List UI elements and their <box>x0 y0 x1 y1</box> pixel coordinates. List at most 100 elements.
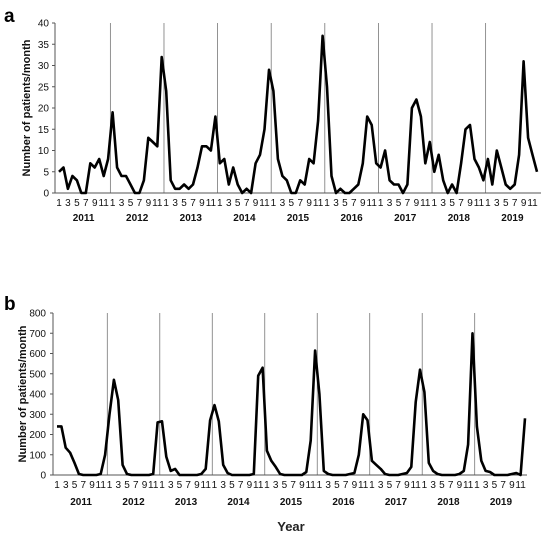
panel-a-x-tick-label: 9 <box>360 198 366 209</box>
panel-a-x-ticks: 1 3 5 7 9 11 1 3 5 7 9 11 1 3 5 7 9 11 1 3 5 7 9 11 1 3 5 7 9 11 1 3 5 7 9… <box>56 198 538 209</box>
panel-a-x-tick-label: 9 <box>306 198 312 209</box>
panel-b-y-tick-label: 400 <box>29 390 46 401</box>
panel-a-x-tick-label: 11 <box>259 198 270 209</box>
panel-b-x-tick-label: 1 <box>54 480 60 491</box>
panel-a-x-tick-label: 1 <box>163 198 169 209</box>
panel-a-y-tick-label: 10 <box>38 146 50 157</box>
panel-a-y-ticks: 0 5 10 15 20 25 30 35 40 <box>38 19 55 200</box>
panel-a-x-tick-label: 1 <box>485 198 491 209</box>
panel-a-x-tick-label: 11 <box>313 198 324 209</box>
panel-a-x-tick-label: 5 <box>449 198 455 209</box>
panel-b-x-tick-label: 3 <box>273 480 279 491</box>
panel-b-x-tick-label: 9 <box>457 480 463 491</box>
panel-a-x-tick-label: 9 <box>414 198 420 209</box>
panel-a-series-line <box>58 34 539 195</box>
panel-b-x-tick-label: 1 <box>264 480 270 491</box>
panel-b-year-label: 2019 <box>490 497 513 508</box>
panel-b-x-tick-label: 3 <box>63 480 69 491</box>
panel-a-y-tick-label: 40 <box>38 19 50 30</box>
panel-a-x-tick-label: 1 <box>110 198 116 209</box>
panel-b-x-tick-label: 7 <box>290 480 296 491</box>
panel-a-x-tick-label: 7 <box>137 198 143 209</box>
panel-a-x-tick-label: 11 <box>420 198 431 209</box>
panel-a-x-tick-label: 11 <box>527 198 538 209</box>
panel-b-y-tick-label: 800 <box>29 309 46 320</box>
panel-b-x-tick-label: 3 <box>168 480 174 491</box>
panel-a-x-tick-label: 5 <box>74 198 80 209</box>
panel-a-x-tick-label: 1 <box>56 198 62 209</box>
panel-b-y-tick-label: 500 <box>29 369 46 380</box>
panel-b-y-tick-label: 200 <box>29 430 46 441</box>
panel-b-x-tick-label: 5 <box>282 480 288 491</box>
panel-a-y-tick-label: 15 <box>38 125 50 136</box>
panel-a-y-tick-label: 5 <box>43 167 49 178</box>
panel-a-x-tick-label: 3 <box>172 198 178 209</box>
panel-b-x-tick-label: 5 <box>72 480 78 491</box>
panel-b-x-tick-label: 9 <box>509 480 515 491</box>
panel-a-x-tick-label: 1 <box>324 198 330 209</box>
panel-a-x-tick-label: 9 <box>199 198 205 209</box>
panel-b-year-label: 2017 <box>385 497 408 508</box>
panel-b-year-label: 2013 <box>175 497 198 508</box>
panel-a-x-tick-label: 9 <box>146 198 152 209</box>
panel-b-x-tick-label: 3 <box>378 480 384 491</box>
panel-a-x-tick-label: 11 <box>474 198 485 209</box>
panel-a-x-tick-label: 5 <box>128 198 134 209</box>
panel-a-x-tick-label: 9 <box>253 198 259 209</box>
panel-a-year-label: 2015 <box>287 213 310 224</box>
panel-a-x-tick-label: 3 <box>119 198 125 209</box>
panel-b-x-tick-label: 5 <box>229 480 235 491</box>
panel-a-x-tick-label: 5 <box>235 198 241 209</box>
panel-b-x-tick-label: 5 <box>492 480 498 491</box>
panel-a-x-tick-label: 7 <box>244 198 250 209</box>
panel-a-year-label: 2017 <box>394 213 417 224</box>
panel-b-x-tick-label: 1 <box>159 480 165 491</box>
panel-a-y-tick-label: 20 <box>38 104 50 115</box>
panel-a-x-tick-label: 3 <box>65 198 71 209</box>
panel-a-x-tick-label: 5 <box>289 198 295 209</box>
panel-b-x-tick-label: 9 <box>299 480 305 491</box>
panel-b-y-tick-label: 600 <box>29 349 46 360</box>
panel-b-x-tick-label: 5 <box>177 480 183 491</box>
panel-b-x-tick-label: 7 <box>500 480 506 491</box>
panel-b-x-tick-label: 9 <box>352 480 358 491</box>
panel-b-year-label: 2012 <box>122 497 145 508</box>
panel-b-year-label: 2014 <box>227 497 250 508</box>
panel-b-x-tick-label: 1 <box>474 480 480 491</box>
panel-b-x-tick-label: 9 <box>194 480 200 491</box>
panel-b-x-tick-label: 11 <box>96 480 107 491</box>
panel-b-year-label: 2018 <box>437 497 460 508</box>
panel-b-x-tick-label: 7 <box>133 480 139 491</box>
panel-a-x-tick-label: 11 <box>367 198 378 209</box>
panel-b-x-tick-label: 5 <box>387 480 393 491</box>
panel-a-x-tick-label: 9 <box>521 198 527 209</box>
panel-a-y-tick-label: 0 <box>43 189 49 200</box>
panel-b-x-tick-label: 1 <box>422 480 428 491</box>
panel-a-y-axis-label: Number of patients/month <box>21 39 33 176</box>
panel-b-year-labels: 2011 2012 2013 2014 2015 2016 2017 2018 2019 <box>70 497 512 508</box>
panel-a-x-tick-label: 11 <box>206 198 217 209</box>
panel-b-x-tick-label: 5 <box>439 480 445 491</box>
panel-a-x-tick-label: 3 <box>494 198 500 209</box>
panel-a-x-tick-label: 5 <box>181 198 187 209</box>
panel-b-x-tick-label: 9 <box>142 480 148 491</box>
panel-b-y-tick-label: 0 <box>40 471 46 482</box>
panel-b-y-axis-label: Number of patients/month <box>17 325 29 462</box>
panel-b-x-tick-label: 7 <box>343 480 349 491</box>
panel-b-x-tick-label: 11 <box>358 480 369 491</box>
panel-a-x-tick-label: 7 <box>190 198 196 209</box>
panel-a-x-tick-label: 3 <box>387 198 393 209</box>
panel-b-x-tick-label: 7 <box>185 480 191 491</box>
panel-a-year-label: 2012 <box>126 213 149 224</box>
panel-a-x-tick-label: 11 <box>98 198 109 209</box>
panel-b-year-label: 2016 <box>332 497 355 508</box>
panel-a-x-tick-label: 7 <box>512 198 518 209</box>
panel-a-x-tick-label: 3 <box>333 198 339 209</box>
panel-a-x-tick-label: 7 <box>297 198 303 209</box>
panel-a-label: a <box>4 6 15 27</box>
panel-a-x-tick-label: 1 <box>378 198 384 209</box>
panel-a-year-labels: 2011 2012 2013 2014 2015 2016 2017 2018 2019 <box>73 213 524 224</box>
panel-b-year-label: 2011 <box>70 497 92 508</box>
panel-b-x-tick-label: 7 <box>448 480 454 491</box>
panel-a-x-tick-label: 3 <box>280 198 286 209</box>
